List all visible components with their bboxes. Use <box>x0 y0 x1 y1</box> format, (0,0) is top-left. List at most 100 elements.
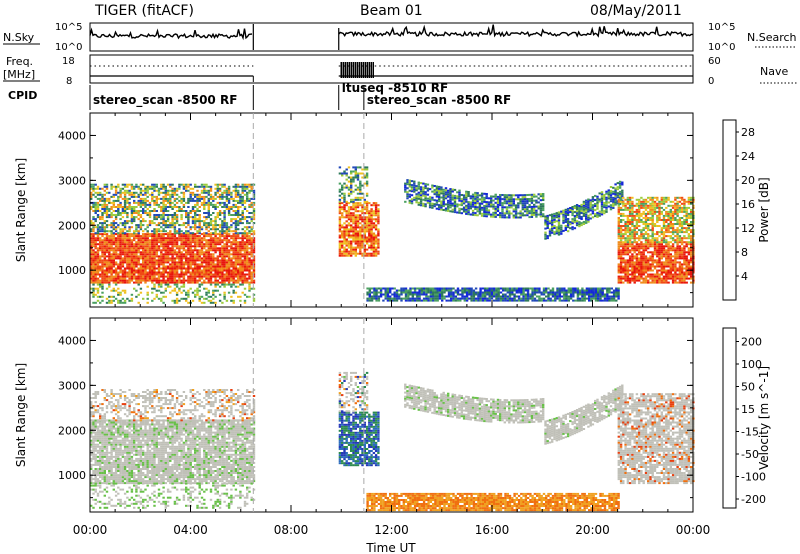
nsearch-label: N.Search <box>747 31 797 44</box>
power-cell <box>347 230 351 233</box>
power-cell <box>508 216 511 219</box>
power-cell <box>479 297 482 300</box>
power-cell <box>252 271 256 274</box>
power-cell <box>221 259 224 262</box>
power-cell <box>153 232 156 235</box>
power-cell <box>496 214 500 216</box>
power-cell <box>218 267 222 270</box>
power-cell <box>241 277 244 280</box>
power-cell <box>606 297 609 300</box>
power-cell <box>194 210 197 212</box>
power-cell <box>108 253 111 256</box>
power-cell <box>404 299 408 302</box>
power-cell <box>194 265 197 268</box>
power-cell <box>582 210 586 213</box>
power-cell <box>126 297 129 300</box>
power-cell <box>573 215 577 218</box>
power-cell <box>227 249 231 252</box>
power-cell <box>436 297 439 300</box>
power-cell <box>241 273 244 276</box>
power-cell <box>182 277 186 280</box>
power-cell <box>180 210 183 212</box>
power-cell <box>160 201 163 204</box>
power-cell <box>157 277 161 280</box>
power-cell <box>157 235 161 238</box>
power-cell <box>162 241 165 244</box>
power-cell <box>250 220 253 223</box>
power-cell <box>370 254 373 257</box>
power-cell <box>221 195 224 198</box>
power-cell <box>218 269 222 272</box>
power-cell <box>523 214 527 217</box>
power-cell <box>173 271 177 274</box>
power-cell <box>105 275 109 278</box>
power-cell <box>142 241 145 244</box>
power-cell <box>151 257 154 260</box>
power-cell <box>612 289 616 292</box>
power-cell <box>511 297 514 300</box>
power-cell <box>575 216 579 219</box>
power-cell <box>209 263 213 266</box>
power-cell <box>142 275 145 278</box>
power-cell <box>214 251 217 254</box>
power-cell <box>117 183 120 186</box>
power-cell <box>435 191 439 194</box>
power-cell <box>99 267 102 270</box>
power-cell <box>99 233 102 236</box>
power-cell <box>203 191 206 194</box>
power-cell <box>112 251 115 254</box>
power-cell <box>370 234 373 237</box>
power-cell <box>365 206 369 209</box>
power-cell <box>133 199 136 202</box>
power-cell <box>203 269 206 272</box>
power-cell <box>180 224 183 227</box>
power-cell <box>94 293 97 296</box>
power-cell <box>94 273 97 276</box>
power-cell <box>431 196 434 199</box>
power-cell <box>105 287 109 290</box>
power-cell <box>252 230 256 233</box>
power-cell <box>128 271 131 274</box>
power-cell <box>513 289 516 292</box>
power-cell <box>117 267 120 270</box>
power-cell <box>212 212 215 214</box>
power-cell <box>212 243 215 246</box>
power-cell <box>214 257 217 260</box>
power-cell <box>471 201 475 204</box>
power-cell <box>180 281 183 284</box>
power-cell <box>514 198 518 201</box>
power-cell <box>164 206 167 208</box>
power-cell <box>112 257 115 260</box>
power-cell <box>239 255 242 258</box>
power-cell <box>588 289 591 292</box>
power-cell <box>227 255 231 258</box>
power-cell <box>92 291 95 294</box>
power-cell <box>356 214 360 217</box>
power-cell <box>404 295 408 298</box>
power-cell <box>486 297 489 300</box>
power-cell <box>173 263 177 266</box>
power-cell <box>223 275 226 278</box>
power-cell <box>160 259 163 262</box>
power-cell <box>123 281 127 284</box>
power-cell <box>227 197 231 200</box>
power-cell <box>166 277 170 280</box>
power-cell <box>200 253 204 256</box>
power-cell <box>338 218 342 221</box>
power-cell <box>99 228 102 231</box>
power-cell <box>139 253 143 256</box>
power-cell <box>425 289 428 292</box>
noise-trace <box>89 24 693 50</box>
power-cell <box>96 203 100 206</box>
power-cell <box>582 212 586 215</box>
power-cell <box>180 297 183 300</box>
power-cell <box>350 220 353 223</box>
power-cell <box>221 206 224 208</box>
power-cell <box>352 222 355 225</box>
power-cell <box>447 291 451 294</box>
power-cell <box>377 218 380 221</box>
power-cell <box>196 239 199 242</box>
power-cell <box>597 299 600 302</box>
power-cell <box>469 197 472 200</box>
power-cell <box>200 281 204 284</box>
